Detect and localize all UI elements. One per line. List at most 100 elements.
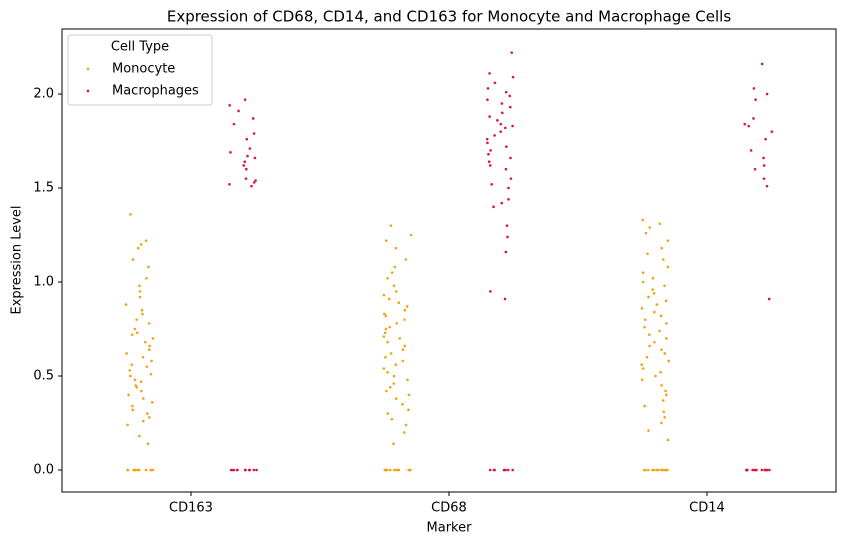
data-point	[131, 258, 135, 261]
data-point	[137, 468, 141, 472]
data-point	[229, 151, 232, 154]
data-point	[492, 205, 495, 209]
data-point	[141, 355, 145, 359]
data-point	[151, 337, 155, 340]
data-point	[142, 397, 145, 400]
data-point	[254, 179, 257, 182]
data-point	[486, 87, 490, 90]
data-point	[126, 423, 129, 427]
data-point	[384, 327, 388, 331]
data-point	[666, 438, 670, 442]
data-point	[248, 468, 252, 472]
data-point	[652, 292, 656, 295]
data-point	[653, 340, 656, 344]
data-point	[390, 271, 394, 274]
data-point	[151, 468, 155, 472]
data-point	[644, 231, 648, 235]
data-point	[403, 344, 407, 348]
data-point	[747, 124, 750, 128]
data-point	[506, 235, 509, 239]
data-point	[131, 408, 135, 412]
data-point	[493, 81, 497, 85]
data-point	[131, 404, 134, 408]
data-point	[232, 122, 236, 126]
data-point	[647, 333, 651, 336]
legend-title: Cell Type	[111, 40, 169, 55]
data-point	[490, 182, 493, 186]
data-point	[489, 149, 492, 152]
data-point	[660, 246, 664, 250]
legend-marker	[86, 67, 90, 71]
data-point	[130, 333, 134, 336]
data-point	[392, 284, 396, 288]
data-point	[394, 397, 398, 400]
data-point	[653, 310, 656, 314]
data-point	[251, 117, 255, 120]
data-point	[235, 468, 239, 472]
data-point	[752, 117, 755, 120]
data-point	[394, 363, 398, 367]
data-point	[500, 102, 504, 105]
data-point	[509, 177, 513, 180]
data-point	[646, 468, 650, 472]
data-point	[507, 198, 510, 201]
data-point	[130, 363, 134, 367]
data-point	[651, 276, 655, 280]
data-point	[145, 276, 148, 280]
data-point	[640, 378, 644, 382]
data-point	[142, 419, 145, 423]
y-tick-label: 2.0	[33, 87, 54, 102]
data-point	[487, 160, 491, 164]
legend-label: Monocyte	[112, 62, 175, 77]
data-point	[389, 224, 393, 227]
data-point	[765, 92, 769, 96]
data-point	[124, 303, 128, 306]
data-point	[656, 468, 660, 472]
data-point	[407, 468, 410, 472]
data-point	[148, 344, 151, 348]
data-point	[770, 130, 774, 133]
y-tick-label: 0.5	[33, 369, 54, 384]
data-point	[663, 416, 666, 419]
data-point	[141, 312, 144, 316]
data-point	[664, 468, 668, 472]
data-point	[765, 184, 769, 188]
data-point	[762, 164, 766, 167]
data-point	[764, 468, 767, 472]
data-point	[246, 154, 249, 158]
data-point	[150, 401, 154, 404]
data-point	[138, 284, 141, 288]
data-point	[505, 224, 509, 227]
data-point	[129, 213, 132, 216]
data-point	[762, 156, 765, 160]
data-point	[133, 327, 137, 331]
data-point	[507, 186, 510, 190]
y-tick-label: 0.0	[33, 463, 54, 478]
data-point	[237, 109, 240, 113]
data-point	[505, 145, 508, 148]
data-point	[648, 226, 652, 229]
data-point	[147, 265, 150, 269]
data-point	[664, 389, 667, 393]
chart-title: Expression of CD68, CD14, and CD163 for …	[167, 8, 731, 26]
data-point	[751, 468, 754, 472]
data-point	[654, 374, 657, 378]
data-point	[647, 295, 650, 299]
data-point	[395, 468, 399, 472]
data-point	[135, 385, 139, 389]
data-point	[393, 468, 397, 472]
data-point	[407, 393, 411, 397]
data-point	[660, 421, 663, 425]
data-point	[488, 115, 491, 118]
data-point	[405, 305, 409, 308]
legend-marker	[86, 89, 90, 93]
data-point	[395, 322, 399, 325]
data-point	[384, 314, 388, 318]
data-point	[643, 318, 647, 321]
data-point	[486, 98, 489, 101]
data-point	[489, 290, 492, 293]
data-point	[659, 468, 663, 472]
x-tick-label: CD14	[689, 501, 725, 516]
data-point	[647, 429, 650, 432]
data-point	[509, 156, 512, 160]
